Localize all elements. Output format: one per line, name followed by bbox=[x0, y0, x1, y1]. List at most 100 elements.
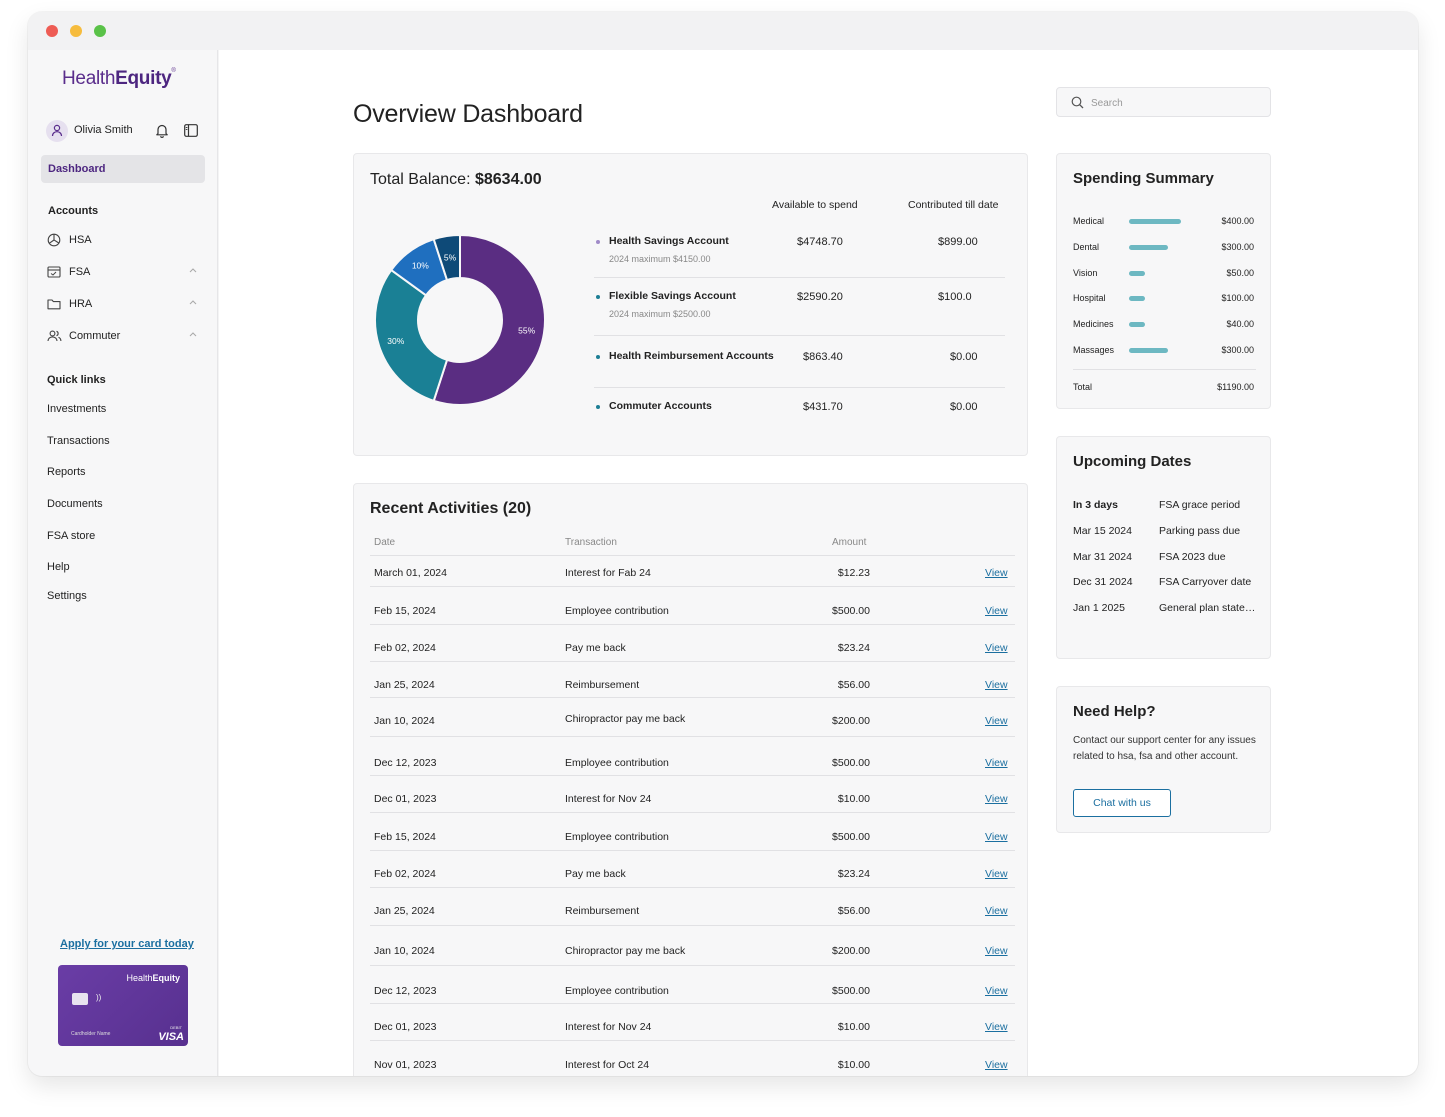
upcoming-dates-title: Upcoming Dates bbox=[1073, 453, 1192, 470]
row-view-link[interactable]: View bbox=[985, 757, 1008, 769]
row-view-link[interactable]: View bbox=[985, 567, 1008, 579]
sidebar-item-hsa[interactable]: HSA bbox=[47, 232, 207, 248]
spending-value: $300.00 bbox=[1221, 241, 1254, 252]
recent-activities-title: Recent Activities (20) bbox=[370, 500, 532, 517]
row-transaction: Employee contribution bbox=[565, 831, 669, 843]
row-divider bbox=[370, 623, 1015, 625]
row-view-link[interactable]: View bbox=[985, 985, 1008, 997]
available-column-header: Available to spend bbox=[772, 199, 858, 211]
row-view-link[interactable]: View bbox=[985, 868, 1008, 880]
row-view-link[interactable]: View bbox=[985, 793, 1008, 805]
row-view-link[interactable]: View bbox=[985, 831, 1008, 843]
row-transaction: Pay me back bbox=[565, 642, 626, 654]
row-divider bbox=[370, 775, 1015, 776]
chat-with-us-button[interactable]: Chat with us bbox=[1073, 789, 1171, 817]
main-content: Overview Dashboard Total Balance: $8634.… bbox=[219, 50, 1418, 1076]
row-amount: $10.00 bbox=[837, 793, 870, 805]
sidebar-item-commuter[interactable]: Commuter bbox=[47, 328, 207, 344]
row-view-link[interactable]: View bbox=[985, 1059, 1008, 1071]
row-transaction: Employee contribution bbox=[565, 757, 669, 769]
folder-icon bbox=[47, 299, 61, 310]
spending-bar bbox=[1129, 348, 1168, 353]
apply-card-link[interactable]: Apply for your card today bbox=[60, 938, 194, 950]
row-transaction: Pay me back bbox=[565, 868, 626, 880]
search-input[interactable] bbox=[1091, 94, 1261, 112]
quick-link-settings[interactable]: Settings bbox=[47, 590, 87, 602]
close-window-button[interactable] bbox=[46, 25, 58, 37]
row-transaction: Chiropractor pay me back bbox=[565, 713, 686, 725]
row-amount: $10.00 bbox=[837, 1021, 870, 1033]
spending-divider bbox=[1073, 369, 1256, 370]
row-divider bbox=[370, 1040, 1015, 1041]
row-view-link[interactable]: View bbox=[985, 1021, 1008, 1033]
row-date: Feb 15, 2024 bbox=[374, 831, 436, 843]
row-divider bbox=[370, 1003, 1015, 1004]
row-view-link[interactable]: View bbox=[985, 905, 1008, 917]
search-box[interactable] bbox=[1056, 87, 1271, 117]
sidebar-item-label: FSA bbox=[69, 266, 91, 278]
quick-link-reports[interactable]: Reports bbox=[47, 466, 86, 478]
sidebar-item-fsa[interactable]: FSA bbox=[47, 264, 207, 280]
chevron-up-icon[interactable] bbox=[189, 299, 197, 305]
row-date: Dec 12, 2023 bbox=[374, 757, 437, 769]
donut-slice bbox=[432, 233, 461, 282]
spending-total-label: Total bbox=[1073, 382, 1093, 392]
minimize-window-button[interactable] bbox=[70, 25, 82, 37]
card-holder: Cardholder Name bbox=[71, 1031, 111, 1037]
row-view-link[interactable]: View bbox=[985, 945, 1008, 957]
spending-bar bbox=[1129, 270, 1145, 276]
account-name[interactable]: Commuter Accounts bbox=[609, 400, 712, 412]
row-divider bbox=[370, 965, 1015, 966]
chevron-up-icon[interactable] bbox=[189, 267, 197, 273]
sidebar-item-dashboard[interactable]: Dashboard bbox=[41, 155, 205, 183]
need-help-text: Contact our support center for any issue… bbox=[1073, 735, 1256, 762]
account-name[interactable]: Flexible Savings Account bbox=[609, 290, 736, 302]
divider bbox=[594, 387, 1005, 388]
quick-link-transactions[interactable]: Transactions bbox=[47, 435, 110, 447]
chevron-up-icon[interactable] bbox=[189, 331, 197, 337]
row-view-link[interactable]: View bbox=[985, 605, 1008, 617]
sidebar-item-hra[interactable]: HRA bbox=[47, 296, 207, 312]
row-transaction: Interest for Nov 24 bbox=[565, 1021, 652, 1033]
user-name[interactable]: Olivia Smith bbox=[74, 124, 133, 136]
row-view-link[interactable]: View bbox=[985, 642, 1008, 654]
account-contributed: $899.00 bbox=[938, 236, 978, 248]
account-name[interactable]: Health Reimbursement Accounts bbox=[609, 350, 774, 362]
quick-link-documents[interactable]: Documents bbox=[47, 498, 103, 510]
account-name[interactable]: Health Savings Account bbox=[609, 235, 729, 247]
account-dot bbox=[596, 355, 600, 359]
row-divider bbox=[370, 586, 1015, 587]
account-available: $4748.70 bbox=[797, 236, 843, 248]
row-view-link[interactable]: View bbox=[985, 679, 1008, 691]
sidebar-toggle-icon[interactable] bbox=[184, 124, 198, 137]
maximize-window-button[interactable] bbox=[94, 25, 106, 37]
account-dot bbox=[596, 405, 600, 409]
total-balance-label: Total Balance: bbox=[370, 171, 471, 188]
row-amount: $23.24 bbox=[837, 642, 870, 654]
upcoming-dates-card: Upcoming Dates In 3 days FSA grace period… bbox=[1056, 436, 1271, 659]
balance-donut-chart: 55% 30% 10% 5% bbox=[374, 233, 546, 406]
row-date: Jan 10, 2024 bbox=[374, 715, 435, 727]
healthequity-logo[interactable]: HealthEquity® bbox=[62, 68, 176, 90]
row-transaction: Employee contribution bbox=[565, 605, 669, 617]
row-date: Dec 12, 2023 bbox=[374, 985, 437, 997]
bell-icon[interactable] bbox=[155, 123, 169, 138]
quick-link-fsa-store[interactable]: FSA store bbox=[47, 530, 96, 542]
spending-bar bbox=[1129, 296, 1145, 302]
row-view-link[interactable]: View bbox=[985, 715, 1008, 727]
quick-link-investments[interactable]: Investments bbox=[47, 403, 107, 415]
row-transaction: Interest for Nov 24 bbox=[565, 793, 652, 805]
search-icon bbox=[1071, 96, 1084, 109]
quick-link-help[interactable]: Help bbox=[47, 561, 70, 573]
accounts-heading: Accounts bbox=[48, 205, 99, 217]
account-available: $431.70 bbox=[803, 401, 843, 413]
avatar[interactable] bbox=[46, 120, 68, 142]
quick-links-heading: Quick links bbox=[47, 374, 106, 386]
contactless-icon: )) bbox=[96, 993, 102, 1002]
upcoming-date: In 3 days bbox=[1073, 499, 1118, 511]
debit-card-image[interactable]: HealthEquity )) Cardholder Name DEBIT VI… bbox=[58, 965, 188, 1046]
upcoming-date: Jan 1 2025 bbox=[1073, 602, 1125, 615]
account-contributed: $0.00 bbox=[950, 401, 978, 413]
contributed-column-header: Contributed till date bbox=[908, 199, 999, 211]
row-date: Jan 25, 2024 bbox=[374, 905, 435, 917]
